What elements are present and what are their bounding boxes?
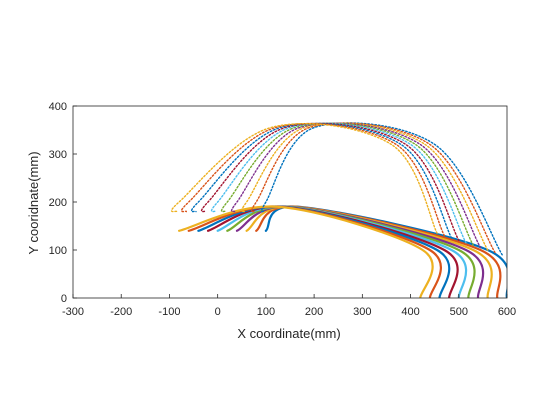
series-lower-9 <box>187 205 443 298</box>
y-tick-label-400: 400 <box>49 101 67 113</box>
x-tick-label-500: 500 <box>450 306 468 318</box>
y-tick-label-200: 200 <box>49 197 67 209</box>
x-tick-label--300: -300 <box>62 306 84 318</box>
x-tick-label--100: -100 <box>158 306 180 318</box>
axes-layer: -300 -200 -100 0 100 200 300 400 500 600 0 100 200 30… <box>49 101 517 318</box>
series-lower-7 <box>206 205 459 298</box>
y-tick-label-300: 300 <box>49 149 67 161</box>
curves-layer <box>170 122 507 298</box>
series-upper-10 <box>170 123 438 234</box>
x-tick-label-0: 0 <box>215 306 221 318</box>
series-lower-10 <box>177 205 434 298</box>
series-upper-2 <box>250 122 496 254</box>
series-upper-4 <box>230 122 482 249</box>
x-tick-label-300: 300 <box>353 306 371 318</box>
series-upper-7 <box>200 122 460 242</box>
x-axis-label: X coordinate(mm) <box>237 326 340 341</box>
x-tick-label-200: 200 <box>305 306 323 318</box>
y-tick-label-100: 100 <box>49 245 67 257</box>
series-upper-1 <box>260 122 503 256</box>
x-tick-label-400: 400 <box>401 306 419 318</box>
series-upper-8 <box>190 122 453 239</box>
y-axis-label: Y cooridnate(mm) <box>26 151 41 254</box>
series-upper-9 <box>180 122 446 237</box>
x-tick-label--200: -200 <box>110 306 132 318</box>
series-upper-6 <box>210 122 467 244</box>
y-tick-label-0: 0 <box>61 293 67 305</box>
x-tick-label-600: 600 <box>498 306 516 318</box>
series-upper-3 <box>240 122 489 251</box>
x-tick-label-100: 100 <box>257 306 275 318</box>
